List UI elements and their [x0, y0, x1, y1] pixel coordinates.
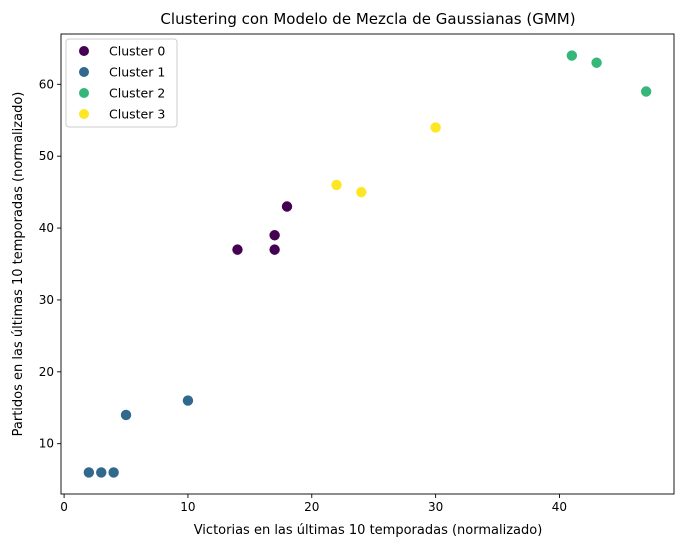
legend-box [65, 38, 178, 128]
data-point-cluster-1 [83, 467, 95, 478]
data-point-cluster-2 [566, 50, 578, 61]
x-tick-label: 0 [60, 500, 68, 514]
legend-label: Cluster 2 [109, 86, 165, 101]
legend-marker [79, 109, 89, 119]
data-point-cluster-1 [108, 467, 119, 478]
data-point-cluster-0 [281, 201, 293, 212]
x-axis-title: Victorias en las últimas 10 temporadas (… [194, 523, 543, 538]
legend-label: Cluster 3 [109, 107, 165, 122]
y-tick-label: 40 [39, 221, 54, 235]
x-tick-label: 20 [304, 500, 319, 514]
y-tick-label: 20 [39, 365, 54, 379]
y-tick-label: 50 [39, 149, 54, 163]
data-point-cluster-2 [591, 57, 602, 68]
x-tick-label: 40 [552, 500, 567, 514]
plot-frame [60, 33, 675, 495]
data-point-cluster-0 [269, 244, 280, 255]
legend-label: Cluster 1 [109, 65, 165, 80]
data-point-cluster-2 [640, 86, 652, 97]
x-tick-label: 10 [180, 500, 195, 514]
data-point-cluster-1 [120, 409, 132, 421]
legend: Cluster 0 Cluster 1 Cluster 2 Cluster 3 [65, 38, 178, 128]
data-point-cluster-0 [232, 244, 243, 255]
y-tick-label: 60 [39, 77, 54, 91]
y-axis-title: Partidos en las últimas 10 temporadas (n… [11, 92, 26, 437]
y-tick-label: 30 [39, 293, 54, 307]
data-point-cluster-3 [430, 122, 441, 133]
legend-marker [79, 88, 89, 98]
legend-label: Cluster 0 [109, 44, 165, 59]
legend-marker [79, 67, 89, 77]
data-point-cluster-0 [269, 230, 280, 241]
legend-marker [79, 46, 89, 56]
x-tick-label: 30 [428, 500, 443, 514]
y-tick-label: 10 [39, 437, 54, 451]
data-point-cluster-1 [96, 467, 107, 478]
data-point-cluster-1 [182, 395, 194, 406]
data-point-cluster-3 [331, 179, 342, 191]
data-point-cluster-3 [356, 186, 367, 198]
plot-area: 0 10 20 30 40 10 20 30 40 50 60 [39, 33, 675, 514]
chart-title: Clustering con Modelo de Mezcla de Gauss… [160, 10, 575, 28]
